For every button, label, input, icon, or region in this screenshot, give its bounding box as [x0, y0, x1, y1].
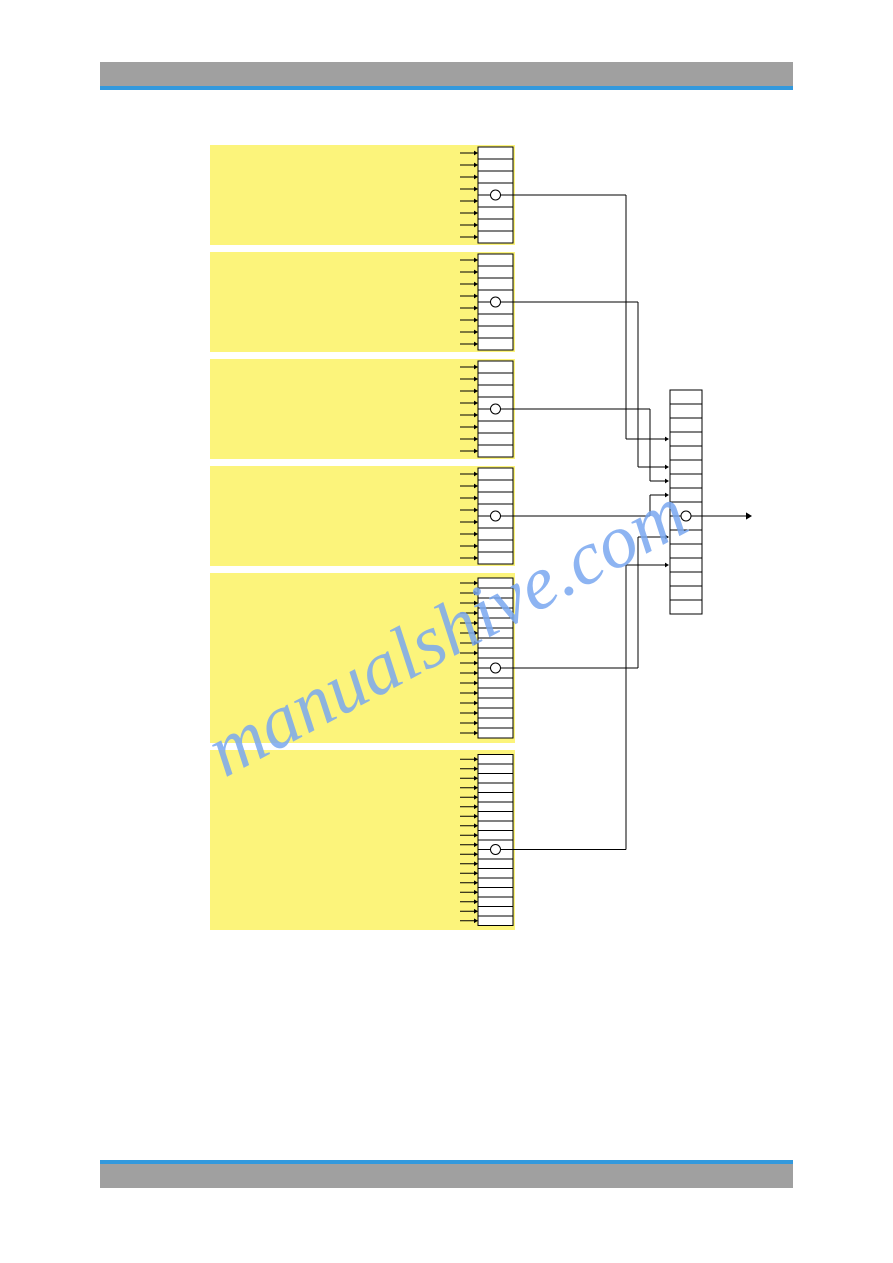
block-diagram [210, 145, 770, 940]
footer-bar [100, 1164, 793, 1188]
diagram-container [210, 145, 770, 940]
header-bar [100, 62, 793, 86]
header-stripe [100, 86, 793, 90]
